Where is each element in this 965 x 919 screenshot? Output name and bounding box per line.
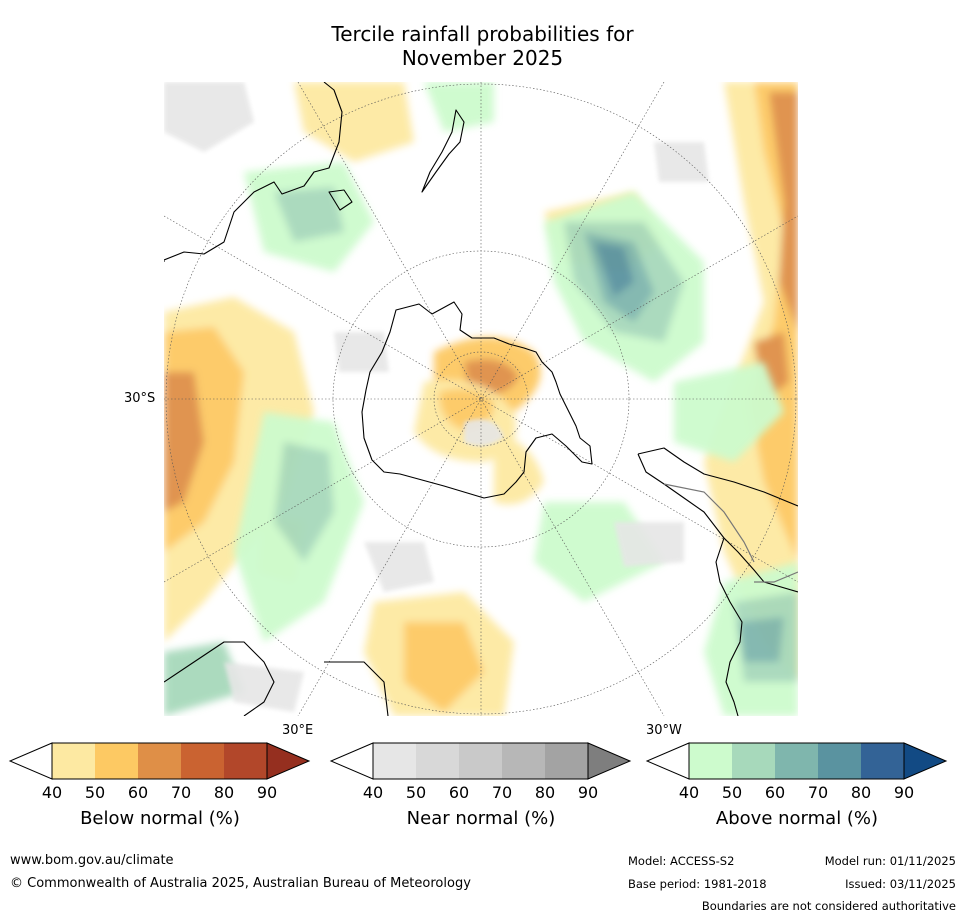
colorbar-segment: [861, 743, 904, 779]
colorbar-tick-label: 60: [448, 783, 470, 802]
colorbar-min-extend: [8, 742, 53, 780]
colorbar-frame: [688, 742, 905, 780]
colorbar-segment: [95, 743, 138, 779]
above-normal-label: Above normal (%): [715, 808, 879, 829]
lat-label-30s: 30°S: [124, 391, 156, 406]
polar-map-svg: [164, 82, 798, 716]
near-normal-label: Near normal (%): [406, 808, 556, 829]
colorbar-tick-label: 60: [127, 783, 149, 802]
africa-coast: [164, 641, 389, 716]
colorbar-tick-label: 40: [678, 783, 700, 802]
lon-label-30e: 30°E: [282, 723, 314, 738]
below-normal-colorbar: [8, 742, 311, 780]
colorbar-segment: [818, 743, 861, 779]
colorbar-tick-label: 50: [405, 783, 427, 802]
coastlines: [164, 82, 798, 716]
colorbar-tick-label: 50: [84, 783, 106, 802]
colorbar-tick-label: 80: [850, 783, 872, 802]
colorbar-tick-label: 70: [170, 783, 192, 802]
footer-copyright: © Commonwealth of Australia 2025, Austra…: [10, 876, 471, 891]
colorbar-svg: [645, 742, 948, 780]
colorbar-segment: [138, 743, 181, 779]
colorbar-tick-label: 90: [893, 783, 915, 802]
colorbar-max-extend: [587, 742, 632, 780]
colorbar-segment: [732, 743, 775, 779]
above-normal-shading: [164, 82, 798, 716]
colorbar-max-extend: [266, 742, 311, 780]
colorbar-segment: [373, 743, 416, 779]
colorbar-frame: [372, 742, 589, 780]
colorbar-max-extend: [903, 742, 948, 780]
colorbar-tick-label: 60: [764, 783, 786, 802]
colorbar-tick-label: 90: [577, 783, 599, 802]
colorbar-tick-label: 40: [41, 783, 63, 802]
colorbar-min-extend: [329, 742, 374, 780]
colorbar-segment: [416, 743, 459, 779]
colorbar-segment: [689, 743, 732, 779]
footer-model: Model: ACCESS-S2: [628, 854, 735, 868]
near-normal-shading: [164, 82, 709, 712]
colorbar-svg: [8, 742, 311, 780]
colorbar-segment: [775, 743, 818, 779]
graticule: [164, 82, 798, 716]
near-normal-colorbar: [329, 742, 632, 780]
colorbar-tick-label: 80: [534, 783, 556, 802]
antarctica-coast: [361, 301, 593, 499]
colorbar-segment: [502, 743, 545, 779]
colorbar-segment: [459, 743, 502, 779]
below-normal-label: Below normal (%): [80, 808, 240, 829]
above-normal-colorbar: [645, 742, 948, 780]
footer-model-run: Model run: 01/11/2025: [824, 854, 956, 868]
colorbar-tick-label: 70: [807, 783, 829, 802]
footer-base-period: Base period: 1981-2018: [628, 877, 767, 891]
map-panel[interactable]: [164, 82, 798, 716]
colorbar-svg: [329, 742, 632, 780]
colorbar-tick-label: 80: [213, 783, 235, 802]
colorbar-tick-label: 70: [491, 783, 513, 802]
footer-issued: Issued: 03/11/2025: [845, 877, 956, 891]
colorbar-min-extend: [645, 742, 690, 780]
new-zealand-coast: [421, 109, 465, 193]
colorbar-tick-label: 90: [256, 783, 278, 802]
tasmania-coast: [328, 189, 353, 211]
colorbar-frame: [51, 742, 268, 780]
south-america-coast: [637, 447, 798, 716]
colorbar-segment: [545, 743, 588, 779]
title-line-1: Tercile rainfall probabilities for: [331, 22, 634, 46]
footer-disclaimer: Boundaries are not considered authoritat…: [701, 899, 956, 913]
colorbar-tick-label: 50: [721, 783, 743, 802]
colorbar-tick-label: 40: [362, 783, 384, 802]
colorbar-segment: [181, 743, 224, 779]
title-line-2: November 2025: [401, 46, 564, 70]
lon-label-30w: 30°W: [646, 723, 682, 738]
australia-coast: [164, 82, 343, 262]
map-title: Tercile rainfall probabilities for Novem…: [0, 22, 965, 70]
country-borders: [663, 483, 798, 583]
footer-url[interactable]: www.bom.gov.au/climate: [10, 853, 174, 868]
colorbar-segment: [224, 743, 267, 779]
colorbar-segment: [52, 743, 95, 779]
